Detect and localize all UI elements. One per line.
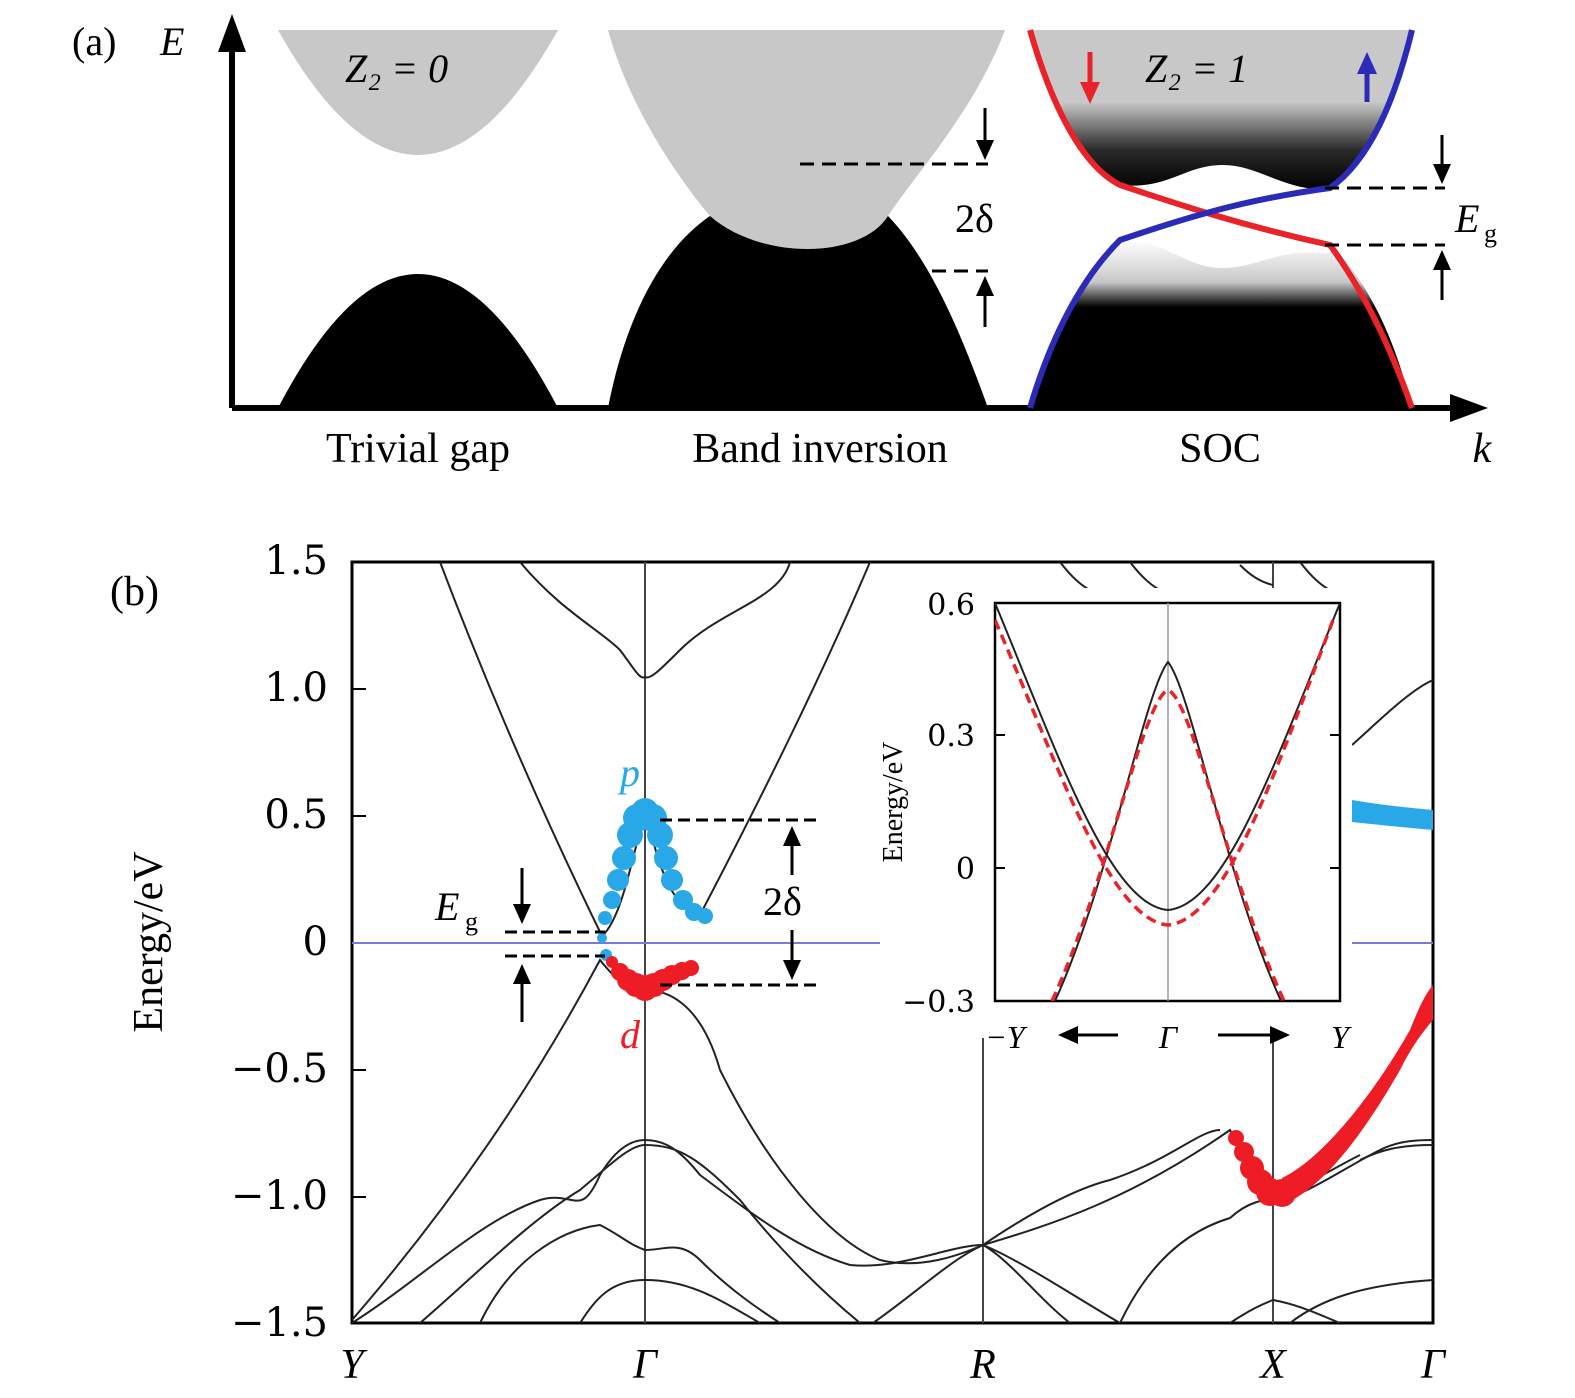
y-tick-label: −1.5 [231,1300,328,1346]
panel-a-eg-label: E [1454,196,1479,241]
inset-y-tick-label: 0 [956,852,975,887]
eg-up-arrowhead [1433,250,1451,270]
inset-plot: 0.6 0.3 0 −0.3 Energy/eV −Y Γ Y [878,588,1352,1055]
panel-a: (a) E Z₂ = 0 2δ Z₂ = 1 [72,14,1497,472]
inset-x-tick-label: Γ [1158,1019,1179,1055]
panel-b-delta-label: 2δ [763,879,802,924]
section-band-inversion: Band inversion [692,426,947,472]
y-tick-label: −0.5 [231,1046,328,1092]
delta-down-arrowhead [976,140,994,160]
eg-down-arrowhead [1433,164,1451,184]
trivial-conduction-band [278,30,558,155]
soc-conduction-band [1030,30,1412,190]
y-tick-label: 1.5 [264,538,328,584]
delta-b-down-arrowhead [783,960,801,980]
z2-one-label: Z₂ = 1 [1145,46,1248,91]
panel-b-k-point-labels: Y Γ R X Γ [340,1342,1447,1388]
d-orbital-label: d [620,1012,641,1057]
inset-y-ticks [995,734,1340,869]
k-point-label: X [1258,1342,1288,1388]
panel-b-y-axis-label: Energy/eV [126,851,172,1032]
panel-a-x-arrowhead [1450,394,1488,422]
panel-a-label: (a) [72,19,116,64]
k-point-label: Γ [1420,1342,1447,1388]
inset-left-arrowhead [1058,1026,1078,1044]
eg-b-up-arrowhead [513,964,531,984]
y-tick-label: 0.5 [264,792,328,838]
inset-background [880,588,1352,1038]
delta-up-arrowhead [976,276,994,296]
panel-a-eg-subscript: g [1484,219,1497,248]
k-point-label: Y [340,1342,368,1388]
y-tick-label: 0 [303,919,328,965]
spin-up-arrowhead [1357,52,1377,74]
k-point-label: Γ [632,1342,659,1388]
inverted-conduction-band [608,30,1005,257]
inset-bands [995,603,1340,1001]
spin-down-arrowhead [1080,82,1100,104]
p-orbital-label: p [617,750,640,795]
panel-a-y-axis-label: E [159,19,184,64]
panel-b-label: (b) [110,569,159,615]
soc-valence-band [1030,240,1412,408]
inset-y-tick-label: −0.3 [902,985,975,1020]
y-tick-label: 1.0 [264,665,328,711]
panel-b-eg-label: E [434,884,459,929]
eg-b-down-arrowhead [513,904,531,924]
spin-down-edge-state [1027,29,1415,410]
inset-y-tick-label: 0.6 [927,588,975,623]
k-point-label: R [969,1342,996,1388]
delta-b-up-arrowhead [783,826,801,846]
inset-y-tick-label: 0.3 [927,719,975,754]
inset-y-axis-label: Energy/eV [878,742,909,863]
section-soc: SOC [1179,426,1261,472]
p-orbital-weights [597,798,1433,961]
inset-x-tick-label: −Y [985,1019,1028,1055]
inset-right-arrowhead [1270,1026,1290,1044]
section-trivial-gap: Trivial gap [326,426,510,472]
d-orbital-weights [606,956,1433,1207]
panel-a-delta-label: 2δ [955,196,994,241]
inverted-valence-band [608,216,988,408]
panel-b: (b) Energy/eV 1.5 1.0 0.5 0 −0.5 −1.0 −1… [110,538,1447,1388]
panel-b-eg-subscript: g [465,907,478,936]
z2-zero-label: Z₂ = 0 [345,46,448,91]
spin-up-edge-state [1027,29,1415,409]
panel-a-y-arrowhead [218,14,246,52]
inset-x-tick-label: Y [1331,1019,1352,1055]
panel-b-y-tick-labels: 1.5 1.0 0.5 0 −0.5 −1.0 −1.5 [231,538,328,1346]
y-tick-label: −1.0 [231,1173,328,1219]
panel-a-x-axis-label: k [1473,426,1493,472]
trivial-valence-band [278,274,558,408]
